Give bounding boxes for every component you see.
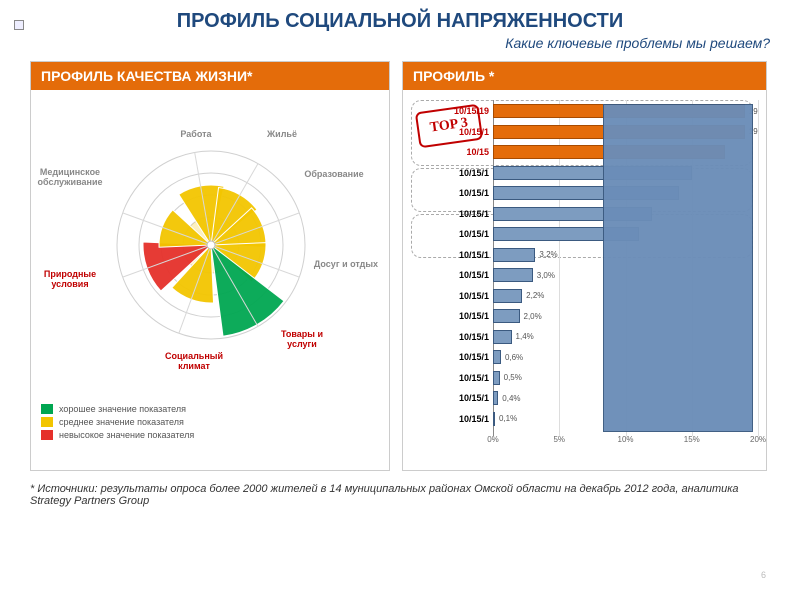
bar-rect (493, 268, 533, 282)
bar-label: 10/15/1 (459, 414, 489, 424)
bar-value: 0,6% (505, 353, 523, 362)
page-subtitle: Какие ключевые проблемы мы решаем? (0, 35, 770, 51)
radar-axis-label: Природные условия (35, 270, 105, 290)
bar-label: 10/15 (466, 147, 489, 157)
x-axis-tick: 15% (684, 435, 700, 444)
radar-axis-label: Медицинское обслуживание (35, 168, 105, 188)
radar-axis-label: Товары и услуги (267, 330, 337, 350)
radar-legend: хорошее значение показателя среднее значе… (31, 400, 389, 449)
bar-value: 0,4% (502, 394, 520, 403)
legend-item: хорошее значение показателя (41, 404, 379, 414)
legend-swatch (41, 430, 53, 440)
footnote: * Источники: результаты опроса более 200… (0, 471, 800, 507)
x-axis-tick: 20% (750, 435, 766, 444)
bar-label: 10/15/1 (459, 168, 489, 178)
bar-rect (493, 391, 498, 405)
panels-row: ПРОФИЛЬ КАЧЕСТВА ЖИЗНИ* Работа Жильё Образ… (0, 51, 800, 471)
bar-label: 10/15/19 (454, 106, 489, 116)
bar-gridline (758, 100, 759, 436)
bar-value: 2,2% (526, 291, 544, 300)
bar-label: 10/15/1 (459, 250, 489, 260)
bar-label: 10/15/1 (459, 291, 489, 301)
bar-rect (493, 309, 520, 323)
bar-label: 10/15/1 (459, 270, 489, 280)
radar-axis-label: Жильё (247, 130, 317, 140)
page-number: 6 (761, 570, 766, 580)
bar-value: 3,0% (537, 271, 555, 280)
bar-value: 3,2% (539, 250, 557, 259)
bar-label: 10/15/1 (459, 352, 489, 362)
radar-axis-label: Досуг и отдых (311, 260, 381, 270)
radar-chart: Работа Жильё Образование Досуг и отдых Товар… (31, 90, 389, 400)
bar-value: 0,5% (504, 373, 522, 382)
legend-label: хорошее значение показателя (59, 404, 186, 414)
legend-label: невысокое значение показателя (59, 430, 194, 440)
x-axis-tick: 10% (617, 435, 633, 444)
bar-rect (493, 412, 495, 426)
bar-label: 10/15/1 (459, 373, 489, 383)
bar-label: 10/15/1 (459, 311, 489, 321)
bar-label: 10/15/1 (459, 229, 489, 239)
problems-panel: ПРОФИЛЬ * TOP 3 10/15/191910/15/11910/15… (402, 61, 767, 471)
legend-item: невысокое значение показателя (41, 430, 379, 440)
bar-label: 10/15/1 (459, 209, 489, 219)
slide-corner-marker (14, 20, 24, 30)
quality-panel-header: ПРОФИЛЬ КАЧЕСТВА ЖИЗНИ* (31, 62, 389, 90)
bar-rect (493, 289, 522, 303)
bar-label: 10/15/1 (459, 188, 489, 198)
legend-item: среднее значение показателя (41, 417, 379, 427)
x-axis-tick: 5% (553, 435, 565, 444)
bar-rect (493, 330, 512, 344)
legend-label: среднее значение показателя (59, 417, 184, 427)
bar-label: 10/15/1 (459, 127, 489, 137)
radar-axis-label: Образование (299, 170, 369, 180)
legend-swatch (41, 417, 53, 427)
radar-axis-label: Социальный климат (159, 352, 229, 372)
bar-rect (493, 371, 500, 385)
radar-axis-label: Работа (161, 130, 231, 140)
bar-label: 10/15/1 (459, 332, 489, 342)
bar-value: 1,4% (516, 332, 534, 341)
bar-value: 2,0% (524, 312, 542, 321)
bar-rect (493, 350, 501, 364)
x-axis-tick: 0% (487, 435, 499, 444)
bar-chart-overlay-mask (603, 104, 753, 432)
page-title: ПРОФИЛЬ СОЦИАЛЬНОЙ НАПРЯЖЕННОСТИ (0, 10, 800, 33)
problems-panel-header: ПРОФИЛЬ * (403, 62, 766, 90)
bar-rect (493, 248, 535, 262)
legend-swatch (41, 404, 53, 414)
bar-label: 10/15/1 (459, 393, 489, 403)
quality-of-life-panel: ПРОФИЛЬ КАЧЕСТВА ЖИЗНИ* Работа Жильё Образ… (30, 61, 390, 471)
bar-chart-x-axis: 0%5%10%15%20% (493, 435, 758, 455)
bar-value: 0,1% (499, 414, 517, 423)
